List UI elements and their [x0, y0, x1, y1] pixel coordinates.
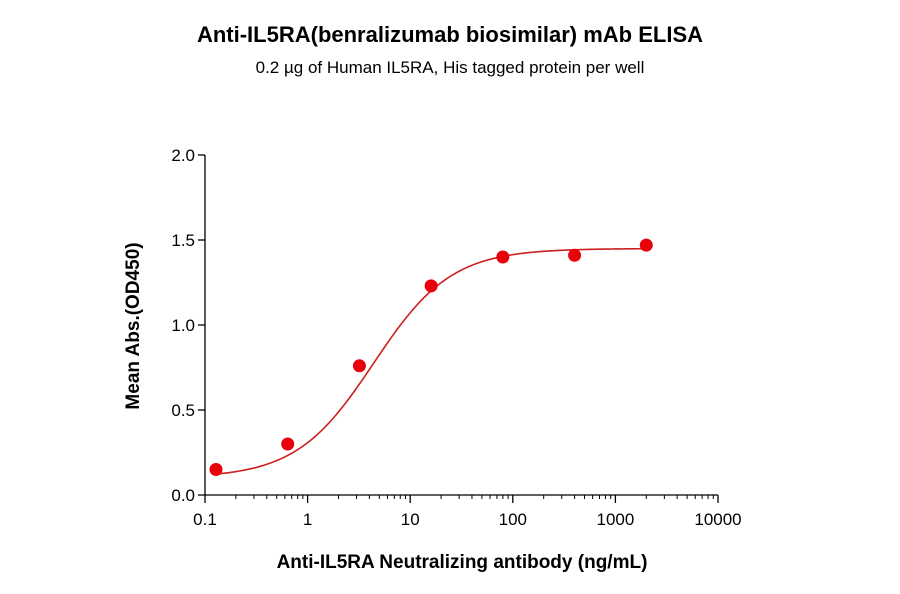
- x-tick-label: 1000: [596, 510, 634, 529]
- y-tick-label: 0.0: [171, 486, 195, 505]
- data-point: [639, 238, 653, 252]
- x-tick-label: 10: [401, 510, 420, 529]
- data-point: [209, 463, 223, 476]
- y-tick-label: 1.5: [171, 231, 195, 250]
- data-point: [568, 248, 582, 262]
- chart-title: Anti-IL5RA(benralizumab biosimilar) mAb …: [196, 22, 704, 47]
- axes: 0.0 0.5 1.0 1.5 2.0 0.1 1 10 100 1000 10000: [171, 146, 741, 529]
- data-point: [281, 437, 295, 451]
- x-tick-label: 100: [499, 510, 527, 529]
- x-tick-label: 10000: [694, 510, 741, 529]
- x-tick-label: 0.1: [193, 510, 217, 529]
- x-axis-label: Anti-IL5RA Neutralizing antibody (ng/mL): [277, 552, 648, 573]
- x-tick-label: 1: [303, 510, 312, 529]
- chart-subtitle: 0.2 µg of Human IL5RA, His tagged protei…: [255, 58, 645, 77]
- data-point: [424, 279, 438, 293]
- data-points-layer: [209, 238, 653, 476]
- y-tick-label: 1.0: [171, 316, 195, 335]
- y-tick-label: 0.5: [171, 401, 195, 420]
- data-point: [352, 359, 366, 373]
- y-axis-label: Mean Abs.(OD450): [123, 242, 144, 409]
- data-point: [496, 250, 510, 264]
- y-tick-label: 2.0: [171, 146, 195, 165]
